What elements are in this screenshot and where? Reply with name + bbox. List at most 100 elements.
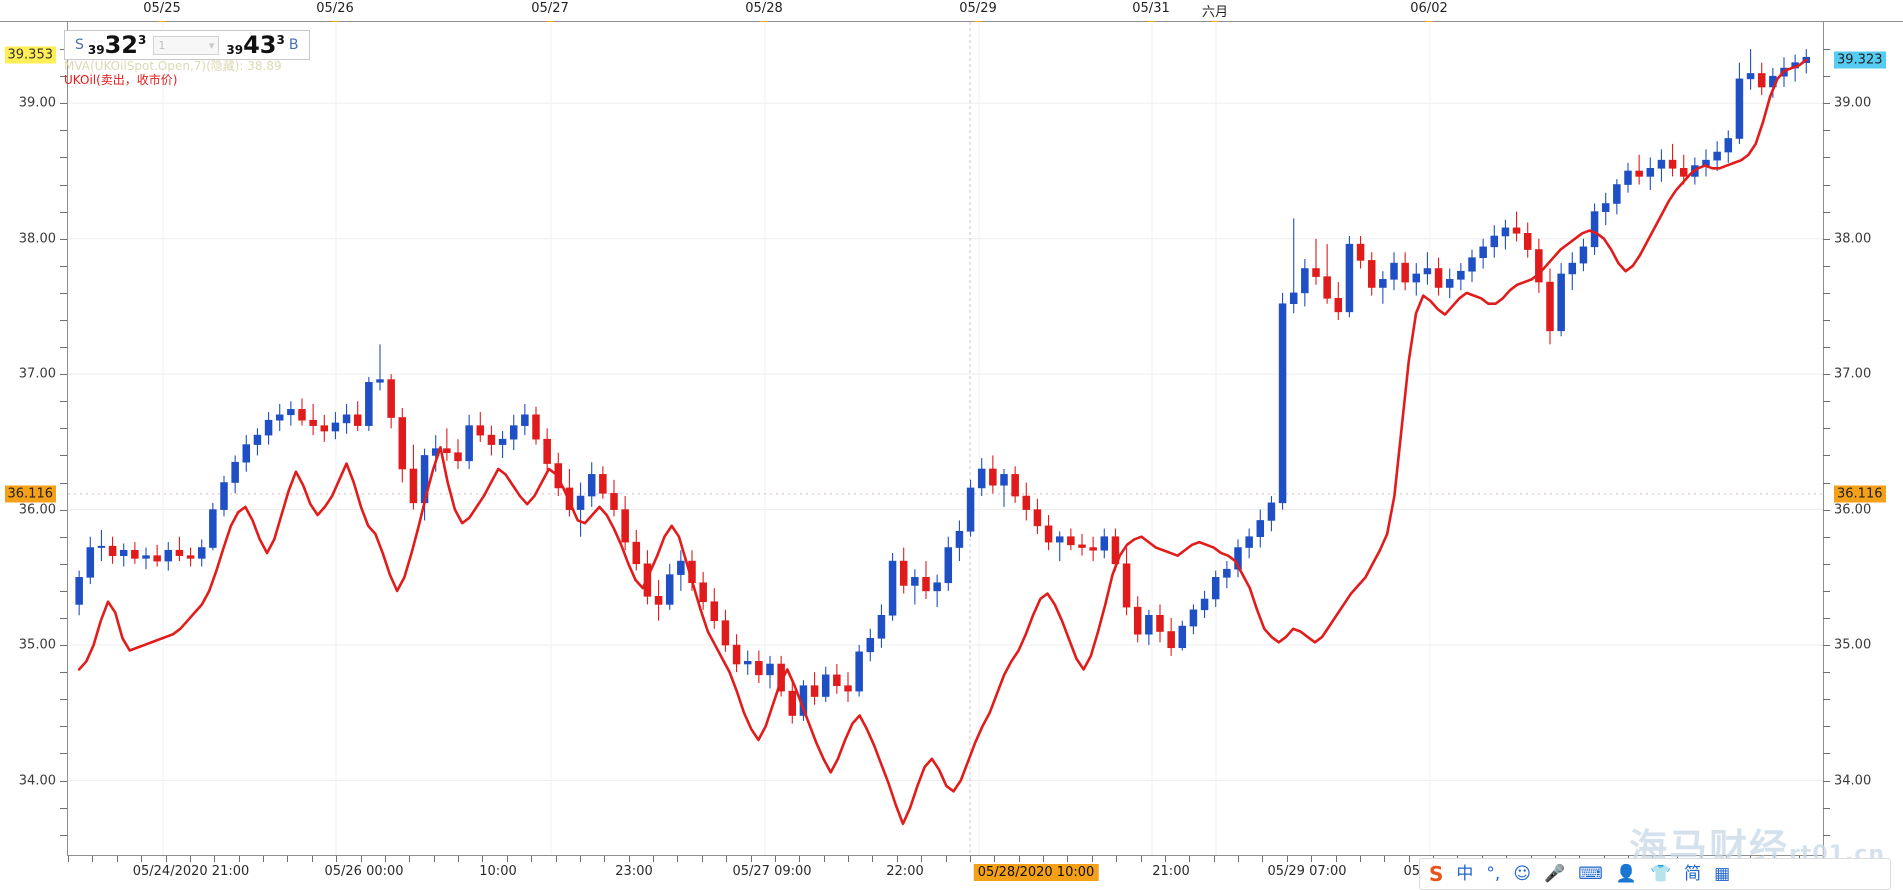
candle-body xyxy=(476,425,485,436)
buy-price-fraction: 3 xyxy=(276,33,285,47)
candle-body xyxy=(1434,268,1443,288)
bottom-axis-tick xyxy=(1335,856,1337,862)
candle-body xyxy=(1312,268,1320,277)
candle-body xyxy=(387,379,395,418)
y-axis-minor-tick xyxy=(60,319,67,321)
candle-body xyxy=(699,582,707,603)
top-axis-label: 05/25 xyxy=(143,1,181,16)
bottom-axis-tick xyxy=(969,856,971,862)
bottom-axis-tick xyxy=(1408,856,1410,862)
y-axis-minor-tick xyxy=(60,455,67,457)
chart-plot-area[interactable] xyxy=(67,22,1824,855)
y-axis-minor-tick xyxy=(1823,834,1830,836)
reference-price-marker-left[interactable]: 36.116 xyxy=(4,485,56,503)
bottom-axis-label: 23:00 xyxy=(615,864,653,879)
candle-body xyxy=(777,663,785,692)
legend-series-label[interactable]: UKOil(卖出，收市价) xyxy=(64,73,178,88)
bottom-axis-label: 05/29 07:00 xyxy=(1267,864,1347,879)
emoji-icon[interactable]: ☺ xyxy=(1513,863,1532,884)
candle-body xyxy=(1646,167,1655,177)
candle-body xyxy=(1490,235,1499,248)
candle-body xyxy=(710,601,719,621)
candle-body xyxy=(1735,78,1744,139)
candle-body xyxy=(877,614,886,639)
top-date-axis: 05/25 05/26 05/27 05/28 05/29 05/31 六月 06/02 xyxy=(0,0,1903,28)
sell-price-fraction: 3 xyxy=(138,33,147,47)
candle-body xyxy=(1624,170,1632,185)
volume-stepper-icon[interactable]: ▾ xyxy=(208,38,215,52)
y-axis-major-tick xyxy=(60,645,67,647)
reference-price-marker-right[interactable]: 36.116 xyxy=(1834,485,1886,503)
y-axis-minor-tick xyxy=(60,590,67,592)
candle-body xyxy=(175,549,184,556)
y-axis-label-right: 38.00 xyxy=(1834,231,1872,247)
sell-price-main[interactable]: 32 xyxy=(104,31,138,59)
ime-toolbar[interactable]: S 中 °, ☺ 🎤 ⌨ 👤 👕 简 ▦ xyxy=(1419,858,1891,890)
user-account-icon[interactable]: 👤 xyxy=(1615,863,1637,884)
legend-indicator-label[interactable]: MVA(UKOilSpot.Open,7)(隐藏): 38.89 xyxy=(64,59,282,73)
candle-body xyxy=(1601,203,1610,212)
candle-body xyxy=(1022,495,1031,510)
bottom-axis-tick xyxy=(653,856,654,862)
candle-body xyxy=(1145,614,1153,635)
soft-keyboard-icon[interactable]: ⌨ xyxy=(1578,863,1603,884)
candle-body xyxy=(1044,525,1053,543)
y-axis-major-tick xyxy=(60,238,67,240)
chart-canvas xyxy=(68,22,1823,855)
bottom-axis-tick xyxy=(823,856,825,862)
y-axis-minor-tick xyxy=(1823,157,1830,159)
bottom-axis-tick xyxy=(555,856,557,862)
y-axis-major-tick xyxy=(1823,374,1830,376)
y-axis-label-right: 37.00 xyxy=(1834,366,1872,382)
sogou-logo-icon[interactable]: S xyxy=(1429,862,1444,886)
plot-bottom-border xyxy=(67,855,1823,856)
y-axis-major-tick xyxy=(1823,509,1830,511)
buy-price-main[interactable]: 43 xyxy=(243,31,277,59)
candle-body xyxy=(1156,614,1164,632)
y-axis-minor-tick xyxy=(60,211,67,213)
y-axis-minor-tick xyxy=(1823,536,1830,538)
candle-body xyxy=(755,661,763,676)
ask-price-marker-right[interactable]: 39.323 xyxy=(1834,51,1886,69)
candle-body xyxy=(1167,631,1175,649)
candle-body xyxy=(231,461,239,483)
y-axis-label-right: 35.00 xyxy=(1834,637,1872,653)
candle-body xyxy=(1122,563,1131,608)
toolbox-icon[interactable]: ▦ xyxy=(1714,863,1731,884)
candle-body xyxy=(1067,536,1075,546)
quote-order-panel[interactable]: S 39 32 3 1 ▾ 39 43 3 B xyxy=(64,30,310,60)
candle-body xyxy=(1590,211,1599,248)
mva-indicator-line xyxy=(77,58,1808,826)
y-axis-minor-tick xyxy=(1823,753,1830,755)
candle-body xyxy=(966,487,975,532)
bottom-axis-tick xyxy=(458,856,459,862)
bottom-axis-tick xyxy=(1359,856,1361,862)
candle-body xyxy=(186,555,195,559)
candle-body xyxy=(888,560,897,616)
volume-input[interactable]: 1 ▾ xyxy=(153,35,220,55)
bid-price-marker-left[interactable]: 39.353 xyxy=(4,46,56,64)
candle-body xyxy=(665,574,674,605)
punctuation-mode-icon[interactable]: °, xyxy=(1486,863,1501,884)
bottom-axis-tick xyxy=(1116,856,1118,862)
bottom-axis-tick xyxy=(726,856,728,862)
candle-body xyxy=(788,690,797,716)
top-axis-label: 05/26 xyxy=(316,1,354,16)
voice-input-icon[interactable]: 🎤 xyxy=(1544,863,1566,884)
y-axis-label-left: 36.00 xyxy=(18,502,56,518)
bottom-axis-tick xyxy=(1286,856,1288,862)
simplified-chinese-icon[interactable]: 简 xyxy=(1684,863,1702,884)
y-axis-left[interactable]: 39.00 38.00 37.00 36.00 35.00 34.00 39.353 36.1… xyxy=(0,22,67,855)
y-axis-minor-tick xyxy=(60,726,67,728)
y-axis-right[interactable]: 39.00 38.00 37.00 36.00 35.00 34.00 39.323 36.1… xyxy=(1823,22,1903,855)
language-mode-icon[interactable]: 中 xyxy=(1456,863,1474,884)
skin-theme-icon[interactable]: 👕 xyxy=(1649,863,1672,884)
y-axis-minor-tick xyxy=(60,184,67,186)
y-axis-major-tick xyxy=(60,374,67,376)
bottom-axis-tick xyxy=(433,856,435,862)
candle-body xyxy=(1757,73,1766,88)
candle-body xyxy=(1189,609,1198,627)
bottom-axis-tick xyxy=(799,856,801,862)
bottom-axis-tick xyxy=(238,856,240,862)
candle-body xyxy=(1334,298,1343,313)
